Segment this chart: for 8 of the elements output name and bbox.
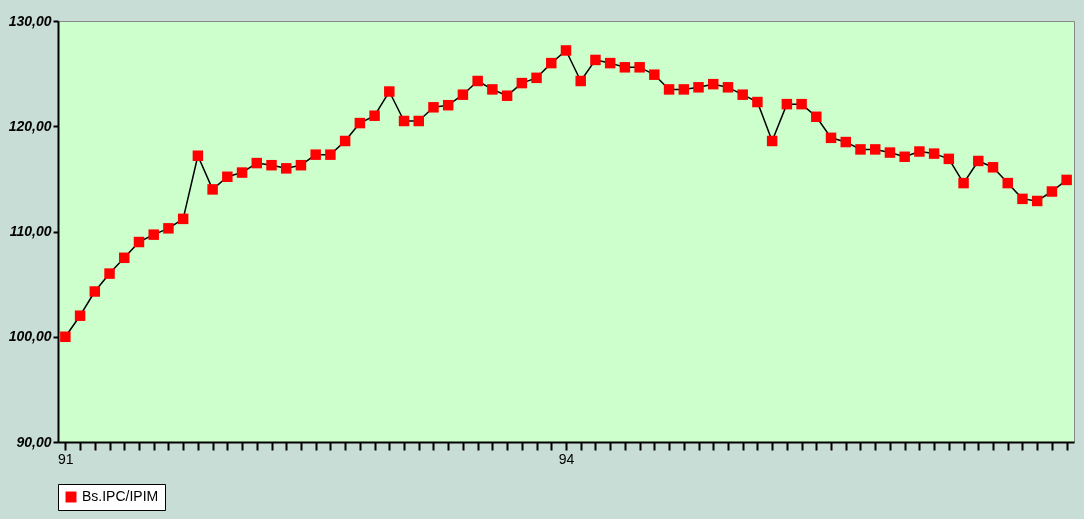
y-tick-label: 110,00	[9, 223, 52, 239]
y-tick-label: 120,00	[8, 117, 52, 134]
x-tick-label: 91	[58, 450, 74, 467]
y-tick-label: 90,00	[16, 433, 52, 450]
x-tick-label: 94	[558, 450, 575, 467]
legend-label: Bs.IPC/IPIM	[82, 488, 159, 504]
y-tick-label: 130,00	[8, 12, 52, 29]
y-tick-label: 100,00	[8, 328, 52, 345]
